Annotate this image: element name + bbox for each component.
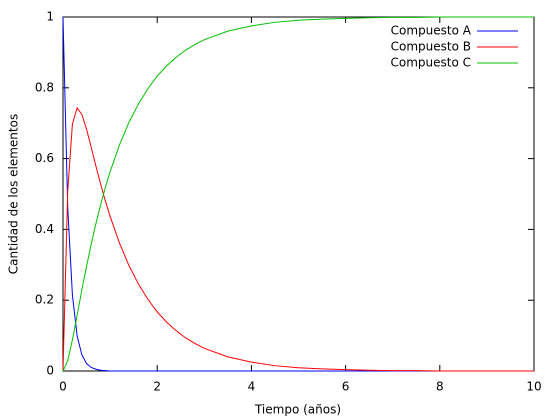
x-tick-label: 0 bbox=[59, 380, 67, 394]
legend-label: Compuesto B bbox=[391, 40, 471, 54]
line bbox=[62, 16, 534, 372]
x-tick-label: 6 bbox=[342, 380, 350, 394]
y-tick-label: 0.8 bbox=[35, 80, 54, 94]
y-tick-label: 0 bbox=[46, 364, 54, 378]
x-tick-label: 10 bbox=[526, 380, 541, 394]
legend-label: Compuesto A bbox=[391, 24, 472, 38]
x-axis-label: Tiempo (años) bbox=[254, 403, 341, 417]
y-tick-label: 0.2 bbox=[35, 293, 54, 307]
plot-border bbox=[62, 16, 535, 372]
y-tick-label: 1 bbox=[46, 10, 54, 24]
y-tick-label: 0.4 bbox=[35, 222, 54, 236]
line bbox=[62, 16, 534, 372]
y-tick-label: 0.6 bbox=[35, 151, 54, 165]
legend-label: Compuesto C bbox=[390, 56, 471, 70]
x-tick-label: 8 bbox=[436, 380, 444, 394]
y-axis-label: Cantidad de los elementos bbox=[7, 114, 21, 274]
x-tick-label: 4 bbox=[248, 380, 256, 394]
line bbox=[62, 106, 534, 372]
x-tick-label: 2 bbox=[153, 380, 161, 394]
